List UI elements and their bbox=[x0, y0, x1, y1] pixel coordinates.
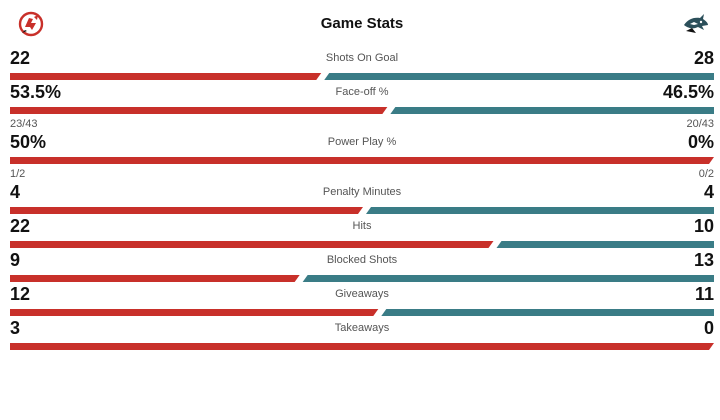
away-share-bar bbox=[381, 309, 714, 316]
stat-row: 3 Takeaways 0 bbox=[10, 316, 714, 350]
home-stat-value: 3 bbox=[10, 318, 21, 338]
home-stat-value: 50% bbox=[10, 132, 47, 152]
stat-bar bbox=[10, 73, 714, 80]
page-title: Game Stats bbox=[320, 15, 404, 32]
stat-label: Penalty Minutes bbox=[322, 186, 402, 198]
stat-row: 50% Power Play % 0% 1/2 0/2 bbox=[10, 130, 714, 180]
stat-label: Power Play % bbox=[327, 136, 397, 148]
devils-logo-icon bbox=[18, 11, 44, 37]
stat-bar bbox=[10, 275, 714, 282]
sharks-logo-icon bbox=[682, 11, 708, 37]
stat-detail: 1/2 0/2 bbox=[10, 168, 714, 182]
away-stat-value: 4 bbox=[703, 182, 714, 202]
away-stat-value: 10 bbox=[693, 216, 714, 236]
stat-values: 9 Blocked Shots 13 bbox=[10, 248, 714, 272]
home-stat-value: 9 bbox=[10, 250, 21, 270]
stat-label: Takeaways bbox=[334, 322, 390, 334]
home-share-bar bbox=[10, 343, 714, 350]
stat-row: 12 Giveaways 11 bbox=[10, 282, 714, 316]
header: Game Stats bbox=[10, 0, 714, 46]
home-share-bar bbox=[10, 275, 300, 282]
away-stat-value: 0 bbox=[703, 318, 714, 338]
home-share-bar bbox=[10, 107, 388, 114]
stat-bar bbox=[10, 343, 714, 350]
away-stat-value: 0% bbox=[687, 132, 714, 152]
home-share-bar bbox=[10, 207, 363, 214]
stat-values: 22 Hits 10 bbox=[10, 214, 714, 238]
stat-values: 53.5% Face-off % 46.5% bbox=[10, 80, 714, 104]
stat-bar bbox=[10, 207, 714, 214]
home-stat-value: 22 bbox=[10, 216, 31, 236]
away-stat-value: 28 bbox=[693, 48, 714, 68]
stat-values: 12 Giveaways 11 bbox=[10, 282, 714, 306]
stat-row: 22 Hits 10 bbox=[10, 214, 714, 248]
away-stat-value: 46.5% bbox=[662, 82, 714, 102]
stat-values: 4 Penalty Minutes 4 bbox=[10, 180, 714, 204]
stat-label: Hits bbox=[352, 220, 372, 232]
stat-label: Face-off % bbox=[335, 86, 389, 98]
stat-label: Blocked Shots bbox=[326, 254, 398, 266]
stat-bar bbox=[10, 107, 714, 114]
home-share-bar bbox=[10, 309, 379, 316]
away-share-bar bbox=[496, 241, 714, 248]
away-stat-detail: 20/43 bbox=[686, 118, 714, 130]
home-stat-value: 22 bbox=[10, 48, 31, 68]
stat-row: 9 Blocked Shots 13 bbox=[10, 248, 714, 282]
away-stat-value: 13 bbox=[693, 250, 714, 270]
stat-values: 22 Shots On Goal 28 bbox=[10, 46, 714, 70]
home-share-bar bbox=[10, 73, 322, 80]
stat-row: 4 Penalty Minutes 4 bbox=[10, 180, 714, 214]
stat-detail: 23/43 20/43 bbox=[10, 118, 714, 132]
stat-bar bbox=[10, 309, 714, 316]
stat-bar bbox=[10, 157, 714, 164]
away-share-bar bbox=[302, 275, 714, 282]
away-share-bar bbox=[390, 107, 714, 114]
away-share-bar bbox=[324, 73, 714, 80]
home-stat-value: 53.5% bbox=[10, 82, 62, 102]
away-stat-value: 11 bbox=[694, 284, 714, 304]
stat-values: 50% Power Play % 0% bbox=[10, 130, 714, 154]
stat-bar bbox=[10, 241, 714, 248]
home-stat-detail: 1/2 bbox=[10, 168, 26, 180]
home-stat-value: 4 bbox=[10, 182, 21, 202]
stats-list: 22 Shots On Goal 28 53.5% Face-off % 46.5% 23/… bbox=[10, 46, 714, 350]
home-stat-value: 12 bbox=[10, 284, 31, 304]
away-stat-detail: 0/2 bbox=[698, 168, 714, 180]
stat-label: Shots On Goal bbox=[325, 52, 399, 64]
stat-values: 3 Takeaways 0 bbox=[10, 316, 714, 340]
home-share-bar bbox=[10, 157, 714, 164]
stat-row: 22 Shots On Goal 28 bbox=[10, 46, 714, 80]
home-share-bar bbox=[10, 241, 494, 248]
stat-label: Giveaways bbox=[335, 288, 389, 300]
home-stat-detail: 23/43 bbox=[10, 118, 38, 130]
stat-row: 53.5% Face-off % 46.5% 23/43 20/43 bbox=[10, 80, 714, 130]
away-share-bar bbox=[366, 207, 714, 214]
